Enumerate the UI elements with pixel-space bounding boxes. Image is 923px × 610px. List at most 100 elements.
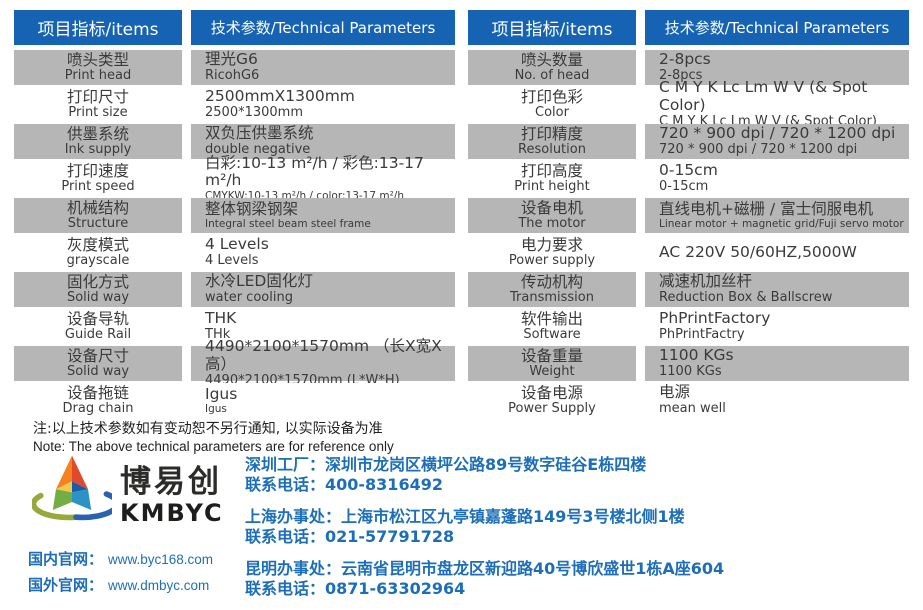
param-value-line1: 水冷LED固化灯 bbox=[205, 272, 313, 291]
table-row: 喷头数量 No. of head 2-8pcs 2-8pcs bbox=[468, 50, 909, 85]
item-label-cn: 供墨系统 bbox=[66, 124, 129, 143]
item-cell: 设备拖链 Drag chain bbox=[14, 383, 182, 418]
contact-address: 昆明办事处：云南省昆明市盘龙区新迎路40号博欣盛世1栋A座604 bbox=[245, 558, 725, 578]
website-links: 国内官网： www.byc168.com 国外官网： www.dmbyc.com bbox=[28, 548, 245, 595]
param-value-line2: PhPrintFactry bbox=[659, 326, 745, 342]
domestic-site-label: 国内官网： bbox=[28, 550, 104, 568]
param-value-line2: Integral steel beam steel frame bbox=[205, 218, 371, 231]
item-cell: 设备电机 The motor bbox=[468, 198, 636, 233]
brand-name: 博易创 KMBYC bbox=[120, 464, 224, 526]
overseas-site-line: 国外官网： www.dmbyc.com bbox=[28, 574, 245, 595]
item-label-en: Solid way bbox=[66, 363, 130, 379]
param-cell: 白彩:10-13 m²/h / 彩色:13-17 m²/h CMYKW:10-1… bbox=[191, 154, 455, 202]
param-cell: 0-15cm 0-15cm bbox=[645, 161, 909, 196]
param-value-line2: 1100 KGs bbox=[659, 363, 722, 379]
item-label-en: Structure bbox=[67, 215, 129, 231]
domestic-site-url[interactable]: www.byc168.com bbox=[108, 552, 214, 567]
item-label-cn: 设备导轨 bbox=[66, 309, 129, 328]
param-cell: 4490*2100*1570mm （长X宽X高） 4490*2100*1570m… bbox=[191, 337, 455, 388]
item-cell: 灰度模式 grayscale bbox=[14, 235, 182, 270]
item-cell: 打印尺寸 Print size bbox=[14, 87, 182, 122]
item-cell: 设备导轨 Guide Rail bbox=[14, 309, 182, 344]
contact-block: 深圳工厂：深圳市龙岗区横坪公路89号数字硅谷E栋四楼 联系电话：400-8316… bbox=[245, 452, 923, 610]
param-value-line1: 白彩:10-13 m²/h / 彩色:13-17 m²/h bbox=[205, 153, 424, 190]
column-header-parameters: 技术参数/Technical Parameters bbox=[645, 10, 909, 45]
param-value-line2: mean well bbox=[659, 400, 726, 416]
item-label-cn: 灰度模式 bbox=[66, 235, 129, 254]
param-value-line1: 直线电机+磁栅 / 富士伺服电机 bbox=[659, 199, 874, 218]
param-cell: 减速机加丝杆 Reduction Box & Ballscrew bbox=[645, 272, 909, 307]
param-cell: Igus Igus bbox=[191, 383, 455, 418]
item-label-cn: 设备电机 bbox=[520, 198, 583, 217]
param-value-line1: C M Y K Lc Lm W V (& Spot Color) bbox=[659, 78, 868, 115]
item-label-cn: 打印高度 bbox=[520, 161, 583, 180]
item-cell: 设备重量 Weight bbox=[468, 346, 636, 381]
param-value-line1: 理光G6 bbox=[205, 50, 258, 69]
item-label-cn: 打印尺寸 bbox=[66, 87, 129, 106]
brand-lockup: 博易创 KMBYC bbox=[30, 452, 245, 540]
item-cell: 打印高度 Print height bbox=[468, 161, 636, 196]
contact-address: 上海办事处：上海市松江区九亭镇嘉蓬路149号3号楼北侧1楼 bbox=[245, 506, 685, 526]
table-row: 打印精度 Resolution 720 * 900 dpi / 720 * 12… bbox=[468, 124, 909, 159]
item-label-en: Print speed bbox=[61, 178, 135, 194]
param-value-line2: water cooling bbox=[205, 289, 293, 305]
domestic-site-line: 国内官网： www.byc168.com bbox=[28, 548, 245, 569]
table-row: 设备重量 Weight 1100 KGs 1100 KGs bbox=[468, 346, 909, 381]
param-cell: 2500mmX1300mm 2500*1300mm bbox=[191, 87, 455, 122]
param-value-line2: 2500*1300mm bbox=[205, 104, 303, 120]
item-label-en: The motor bbox=[518, 215, 586, 231]
overseas-site-url[interactable]: www.dmbyc.com bbox=[108, 578, 210, 593]
param-cell: C M Y K Lc Lm W V (& Spot Color) C M Y K… bbox=[645, 78, 909, 129]
param-cell: 电源 mean well bbox=[645, 383, 909, 418]
item-cell: 固化方式 Solid way bbox=[14, 272, 182, 307]
param-cell: 720 * 900 dpi / 720 * 1200 dpi 720 * 900… bbox=[645, 124, 909, 159]
item-label-en: Print size bbox=[68, 104, 128, 120]
param-value-line2: double negative bbox=[205, 141, 311, 157]
item-label-en: No. of head bbox=[514, 67, 590, 83]
param-value-line2: RicohG6 bbox=[205, 67, 260, 83]
item-cell: 供墨系统 Ink supply bbox=[14, 124, 182, 159]
item-cell: 喷头类型 Print head bbox=[14, 50, 182, 85]
param-cell: PhPrintFactory PhPrintFactry bbox=[645, 309, 909, 344]
column-header-parameters: 技术参数/Technical Parameters bbox=[191, 10, 455, 45]
item-label-cn: 设备重量 bbox=[520, 346, 583, 365]
item-label-cn: 打印速度 bbox=[66, 161, 129, 180]
brand-name-cn: 博易创 bbox=[120, 464, 222, 500]
table-row: 设备电机 The motor 直线电机+磁栅 / 富士伺服电机 Linear m… bbox=[468, 198, 909, 233]
param-value-line1: 2500mmX1300mm bbox=[205, 87, 355, 106]
item-label-en: grayscale bbox=[66, 252, 130, 268]
param-value-line1: 1100 KGs bbox=[659, 346, 734, 365]
table-row: 传动机构 Transmission 减速机加丝杆 Reduction Box &… bbox=[468, 272, 909, 307]
param-cell: 水冷LED固化灯 water cooling bbox=[191, 272, 455, 307]
item-label-cn: 打印色彩 bbox=[520, 87, 583, 106]
item-label-en: Transmission bbox=[510, 289, 594, 305]
column-header-items: 项目指标/items bbox=[468, 10, 636, 45]
item-cell: 传动机构 Transmission bbox=[468, 272, 636, 307]
param-value-line1: 0-15cm bbox=[659, 161, 718, 180]
item-cell: 机械结构 Structure bbox=[14, 198, 182, 233]
item-label-en: Solid way bbox=[66, 289, 130, 305]
overseas-site-label: 国外官网： bbox=[28, 576, 104, 594]
table-row: 灰度模式 grayscale 4 Levels 4 Levels bbox=[14, 235, 455, 270]
contact-shanghai: 上海办事处：上海市松江区九亭镇嘉蓬路149号3号楼北侧1楼 联系电话：021-5… bbox=[245, 507, 923, 548]
param-cell: 整体钢梁钢架 Integral steel beam steel frame bbox=[191, 198, 455, 233]
param-cell: 4 Levels 4 Levels bbox=[191, 235, 455, 270]
item-label-cn: 固化方式 bbox=[66, 272, 129, 291]
param-cell: 1100 KGs 1100 KGs bbox=[645, 346, 909, 381]
param-value-line1: 4490*2100*1570mm （长X宽X高） bbox=[205, 337, 442, 374]
param-cell: AC 220V 50/60HZ,5000W bbox=[645, 235, 909, 270]
item-label-cn: 设备电源 bbox=[520, 383, 583, 402]
item-label-en: Weight bbox=[529, 363, 575, 379]
table-row: 喷头类型 Print head 理光G6 RicohG6 bbox=[14, 50, 455, 85]
contact-address: 深圳工厂：深圳市龙岗区横坪公路89号数字硅谷E栋四楼 bbox=[245, 455, 647, 474]
item-cell: 设备电源 Power Supply bbox=[468, 383, 636, 418]
param-value-line2: Igus bbox=[205, 403, 227, 416]
footer: 博易创 KMBYC 国内官网： www.byc168.com 国外官网： www… bbox=[0, 452, 923, 610]
item-label-en: Software bbox=[523, 326, 581, 342]
table-row: 打印色彩 Color C M Y K Lc Lm W V (& Spot Col… bbox=[468, 78, 909, 129]
contact-phone: 联系电话：0871-63302964 bbox=[245, 579, 466, 599]
item-cell: 打印速度 Print speed bbox=[14, 161, 182, 196]
table-row: 打印高度 Print height 0-15cm 0-15cm bbox=[468, 161, 909, 196]
param-cell: 2-8pcs 2-8pcs bbox=[645, 50, 909, 85]
